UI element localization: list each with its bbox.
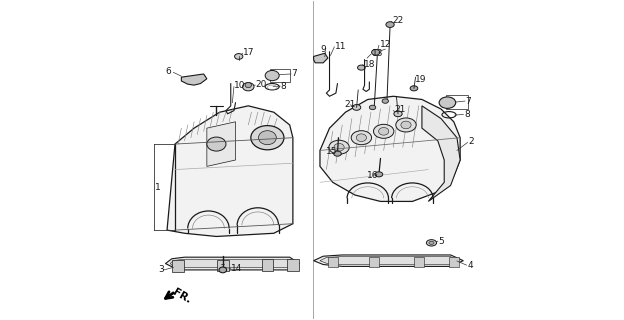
Text: 8: 8 [280, 82, 286, 91]
Ellipse shape [426, 240, 437, 246]
Text: 12: 12 [379, 40, 391, 49]
Polygon shape [165, 257, 300, 270]
Ellipse shape [329, 140, 349, 154]
Ellipse shape [243, 83, 254, 91]
Polygon shape [261, 259, 273, 271]
Ellipse shape [334, 151, 341, 156]
Ellipse shape [219, 267, 227, 273]
Text: 6: 6 [165, 67, 171, 76]
Text: 10: 10 [234, 81, 246, 90]
Polygon shape [369, 257, 379, 267]
Text: 14: 14 [231, 264, 243, 273]
Text: 21: 21 [394, 106, 405, 115]
Polygon shape [182, 74, 207, 85]
Polygon shape [314, 53, 328, 63]
Polygon shape [414, 257, 424, 267]
Ellipse shape [429, 241, 434, 244]
Ellipse shape [379, 127, 389, 135]
Ellipse shape [371, 50, 380, 55]
Text: 15: 15 [326, 147, 337, 156]
Polygon shape [320, 257, 457, 265]
Polygon shape [170, 260, 295, 268]
Text: 5: 5 [439, 237, 444, 246]
Ellipse shape [386, 22, 394, 28]
Ellipse shape [374, 124, 394, 138]
Ellipse shape [375, 172, 383, 177]
Ellipse shape [410, 86, 418, 91]
Polygon shape [422, 106, 460, 201]
Text: 3: 3 [158, 265, 164, 275]
Text: 4: 4 [467, 261, 473, 270]
Polygon shape [167, 106, 293, 236]
Ellipse shape [235, 53, 243, 59]
Polygon shape [172, 260, 184, 271]
Text: 19: 19 [415, 75, 426, 84]
Polygon shape [314, 255, 464, 267]
Text: 16: 16 [367, 171, 379, 180]
Text: 7: 7 [291, 69, 297, 78]
Ellipse shape [353, 105, 361, 110]
Text: 1: 1 [155, 183, 161, 192]
Ellipse shape [358, 65, 365, 70]
Ellipse shape [401, 121, 411, 129]
Ellipse shape [369, 105, 376, 110]
Text: 7: 7 [466, 97, 471, 106]
Ellipse shape [382, 99, 389, 103]
Text: 17: 17 [243, 48, 255, 57]
Ellipse shape [394, 111, 402, 117]
Ellipse shape [265, 70, 279, 81]
Text: FR.: FR. [171, 287, 193, 305]
Text: 21: 21 [345, 100, 356, 109]
Ellipse shape [356, 134, 366, 141]
Polygon shape [287, 259, 299, 271]
Polygon shape [449, 257, 459, 267]
Ellipse shape [439, 97, 456, 108]
Polygon shape [217, 260, 228, 271]
Ellipse shape [245, 83, 251, 88]
Ellipse shape [258, 131, 276, 145]
Ellipse shape [396, 118, 416, 132]
Text: 8: 8 [464, 110, 470, 119]
Text: 13: 13 [371, 49, 383, 58]
Ellipse shape [334, 143, 344, 151]
Text: 20: 20 [256, 80, 267, 89]
Ellipse shape [207, 137, 226, 151]
Text: 11: 11 [335, 42, 346, 51]
Polygon shape [207, 122, 235, 166]
Text: 2: 2 [468, 137, 474, 146]
Polygon shape [328, 257, 338, 267]
Polygon shape [320, 96, 460, 201]
Text: 22: 22 [392, 16, 404, 25]
Text: 9: 9 [321, 44, 326, 54]
Ellipse shape [251, 125, 284, 150]
Ellipse shape [351, 131, 371, 145]
Text: 18: 18 [364, 60, 375, 69]
